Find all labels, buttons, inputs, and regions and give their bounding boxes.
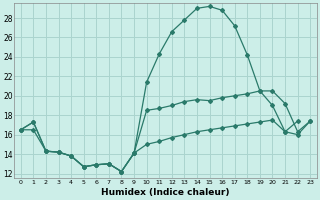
X-axis label: Humidex (Indice chaleur): Humidex (Indice chaleur) bbox=[101, 188, 230, 197]
